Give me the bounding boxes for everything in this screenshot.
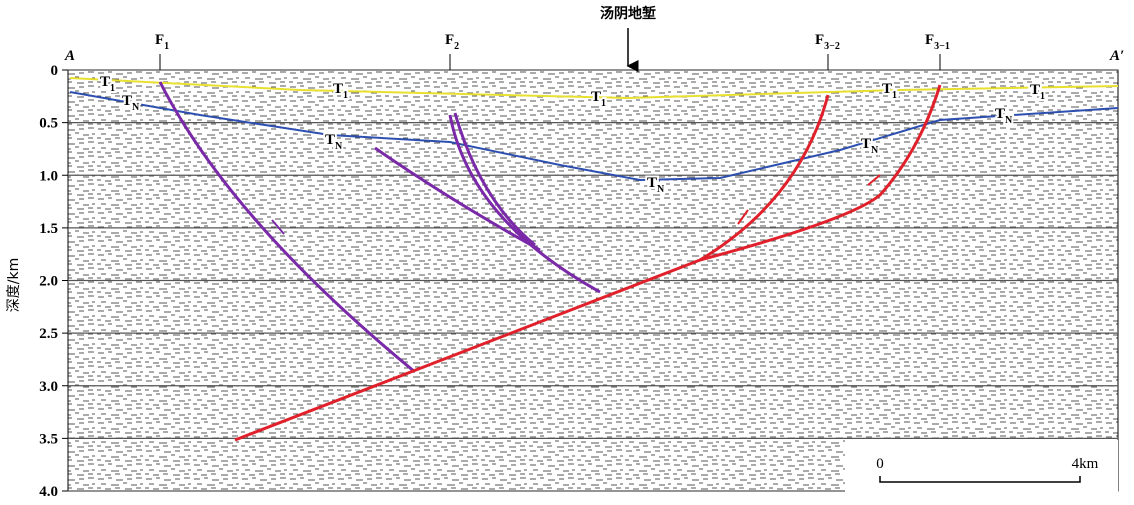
fault-label: F3−2 bbox=[815, 32, 840, 52]
horizon-label-main: T bbox=[995, 106, 1005, 122]
horizon-label-main: T bbox=[333, 81, 343, 97]
fault-label-sub: 1 bbox=[164, 41, 169, 52]
section-end: A′ bbox=[1109, 48, 1124, 64]
faults-red bbox=[234, 84, 942, 442]
horizon-label-sub: 1 bbox=[1040, 91, 1045, 102]
scale-end: 4km bbox=[1072, 456, 1099, 472]
axis-label: 深度/km bbox=[6, 258, 22, 312]
scale-start: 0 bbox=[876, 456, 884, 472]
horizon-label: TN bbox=[325, 132, 343, 152]
scale-box bbox=[845, 440, 1118, 495]
horizon-label-main: T bbox=[122, 93, 132, 109]
horizon-label-sub: 1 bbox=[601, 98, 606, 109]
horizon-label-sub: 1 bbox=[343, 90, 348, 101]
horizon-label: TN bbox=[995, 106, 1013, 126]
horizon-label-main: T bbox=[325, 132, 335, 148]
horizon-label-sub: N bbox=[132, 102, 140, 113]
horizon-label: T1 bbox=[1030, 82, 1045, 102]
section-end: A bbox=[64, 48, 75, 64]
horizon-label-sub: N bbox=[871, 145, 879, 156]
horizon-label-main: T bbox=[1030, 82, 1040, 98]
fault-label: F2 bbox=[445, 32, 459, 52]
horizon-label: T1 bbox=[882, 81, 897, 101]
tick-label: 1.5 bbox=[39, 221, 58, 237]
fault-label-main: F bbox=[445, 32, 454, 48]
tick-label: 0.5 bbox=[39, 116, 58, 132]
fault-label-main: F bbox=[815, 32, 824, 48]
tick-label: 2.0 bbox=[39, 274, 58, 290]
horizon-label: TN bbox=[122, 93, 140, 113]
horizon-label: T1 bbox=[100, 74, 115, 94]
horizon-label-sub: N bbox=[1005, 115, 1013, 126]
scale-bar bbox=[879, 476, 1081, 483]
tick-label: 3.5 bbox=[39, 431, 58, 447]
horizon-label-main: T bbox=[861, 136, 871, 152]
tick-label: 4.0 bbox=[39, 484, 58, 500]
horizon-label-sub: 1 bbox=[892, 90, 897, 101]
horizon-label: TN bbox=[861, 136, 879, 156]
fault-label-main: F bbox=[925, 32, 934, 48]
horizon-label-sub: 1 bbox=[110, 83, 115, 94]
fault-label: F3−1 bbox=[925, 32, 950, 52]
fault-label-sub: 3−2 bbox=[824, 41, 840, 52]
fault-label-sub: 2 bbox=[454, 41, 459, 52]
horizon-label: T1 bbox=[333, 81, 348, 101]
horizon-label-main: T bbox=[647, 175, 657, 191]
fault-label: F1 bbox=[155, 32, 169, 52]
faults-purple bbox=[158, 81, 601, 374]
horizon-tn bbox=[69, 91, 1119, 182]
horizon-label-sub: N bbox=[657, 184, 665, 195]
horizon-label-sub: N bbox=[335, 141, 343, 152]
horizon-label: T1 bbox=[591, 89, 606, 109]
fault-label-main: F bbox=[155, 32, 164, 48]
horizon-t1 bbox=[69, 77, 1119, 100]
fault-label-sub: 3−1 bbox=[934, 41, 950, 52]
tick-label: 1.0 bbox=[39, 168, 58, 184]
title: 汤阴地堑 bbox=[600, 5, 656, 22]
horizon-label-main: T bbox=[882, 81, 892, 97]
tick-label: 0 bbox=[51, 63, 59, 79]
horizon-label: TN bbox=[647, 175, 665, 195]
horizon-label-main: T bbox=[100, 74, 110, 90]
horizon-label-main: T bbox=[591, 89, 601, 105]
tick-label: 3.0 bbox=[39, 379, 58, 395]
tick-label: 2.5 bbox=[39, 326, 58, 342]
